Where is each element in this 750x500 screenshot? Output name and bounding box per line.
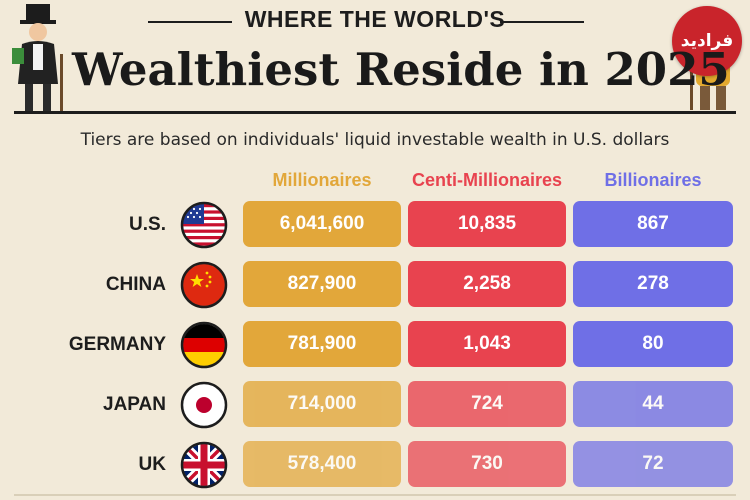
tophat-man-illustration <box>12 4 63 112</box>
cell-uk-billionaires: 72 <box>573 441 733 487</box>
row-label-uk: UK <box>138 454 166 475</box>
chart-subtitle: Tiers are based on individuals' liquid i… <box>80 130 670 150</box>
cell-japan-billionaires: 44 <box>573 381 733 427</box>
title-divider <box>14 111 736 114</box>
japan-flag-icon <box>180 381 228 429</box>
cell-us-centi-millionaires: 10,835 <box>408 201 566 247</box>
china-flag-icon <box>180 261 228 309</box>
germany-flag-icon <box>180 321 228 369</box>
cell-uk-centi-millionaires: 730 <box>408 441 566 487</box>
row-label-japan: JAPAN <box>103 394 166 415</box>
cell-china-centi-millionaires: 2,258 <box>408 261 566 307</box>
cell-us-millionaires: 6,041,600 <box>243 201 401 247</box>
column-header-billionaires: Billionaires <box>604 170 702 190</box>
bottom-divider <box>14 494 736 496</box>
cell-germany-billionaires: 80 <box>573 321 733 367</box>
row-label-china: CHINA <box>105 274 166 295</box>
cell-japan-centi-millionaires: 724 <box>408 381 566 427</box>
cell-germany-centi-millionaires: 1,043 <box>408 321 566 367</box>
cell-china-billionaires: 278 <box>573 261 733 307</box>
kicker-text: WHERE THE WORLD'S <box>244 6 506 32</box>
chart-title: Wealthiest Reside in 2025 <box>72 43 730 96</box>
row-label-germany: GERMANY <box>68 334 166 355</box>
column-header-centi-millionaires: Centi-Millionaires <box>411 170 563 190</box>
kicker-rule-right <box>500 21 584 23</box>
column-header-millionaires: Millionaires <box>272 170 372 190</box>
kicker-rule-left <box>148 21 232 23</box>
row-label-us: U.S. <box>129 214 166 235</box>
cell-japan-millionaires: 714,000 <box>243 381 401 427</box>
cell-china-millionaires: 827,900 <box>243 261 401 307</box>
cell-germany-millionaires: 781,900 <box>243 321 401 367</box>
cell-uk-millionaires: 578,400 <box>243 441 401 487</box>
brand-logo: فرادید <box>672 6 742 76</box>
cell-us-billionaires: 867 <box>573 201 733 247</box>
us-flag-icon <box>180 201 228 249</box>
